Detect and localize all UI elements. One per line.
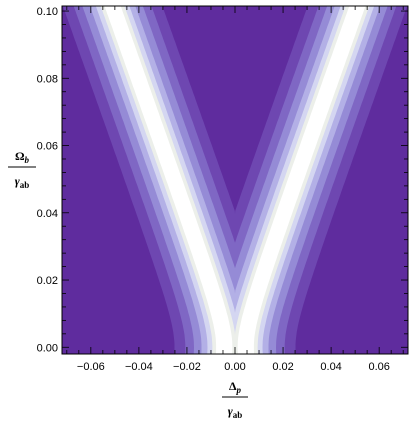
y-tick-label: 0.06	[37, 141, 58, 153]
svg-text:γab: γab	[228, 404, 243, 420]
x-tick-label: 0.06	[368, 361, 389, 373]
axis-ticks	[62, 6, 408, 354]
svg-text:γab: γab	[15, 174, 30, 190]
y-tick-labels: 0.00 0.02 0.04 0.06 0.08 0.10	[37, 6, 58, 354]
x-tick-labels: −0.06 −0.04 −0.02 0.00 0.02 0.04 0.06	[77, 361, 390, 373]
svg-text:Δp: Δp	[229, 379, 242, 395]
y-tick-label: 0.00	[37, 342, 58, 354]
contour-bands	[62, 6, 408, 354]
x-label-numerator: Δ	[229, 379, 237, 393]
x-tick-label: −0.06	[77, 361, 105, 373]
x-label-numerator-sub: p	[236, 385, 242, 395]
svg-text:Ωb: Ωb	[15, 149, 30, 165]
y-label-denominator: γ	[15, 174, 20, 188]
x-tick-label: −0.04	[125, 361, 153, 373]
x-label-denominator: γ	[228, 404, 233, 418]
y-label-numerator: Ω	[15, 149, 25, 163]
y-tick-label: 0.02	[37, 275, 58, 287]
y-tick-label: 0.10	[37, 6, 58, 18]
x-tick-label: −0.02	[173, 361, 201, 373]
y-label-denominator-sub: ab	[20, 180, 30, 190]
x-tick-label: 0.02	[272, 361, 293, 373]
y-label-numerator-sub: b	[25, 155, 30, 165]
contour-band-7-right	[237, 6, 366, 354]
contour-band-7-left	[104, 6, 233, 354]
x-label-denominator-sub: ab	[233, 410, 243, 420]
y-axis-label: Ωb γab	[8, 149, 36, 190]
x-axis-label: Δp γab	[222, 379, 248, 420]
y-tick-label: 0.08	[37, 73, 58, 85]
x-tick-label: 0.00	[224, 361, 245, 373]
y-tick-label: 0.04	[37, 208, 58, 220]
x-tick-label: 0.04	[320, 361, 341, 373]
